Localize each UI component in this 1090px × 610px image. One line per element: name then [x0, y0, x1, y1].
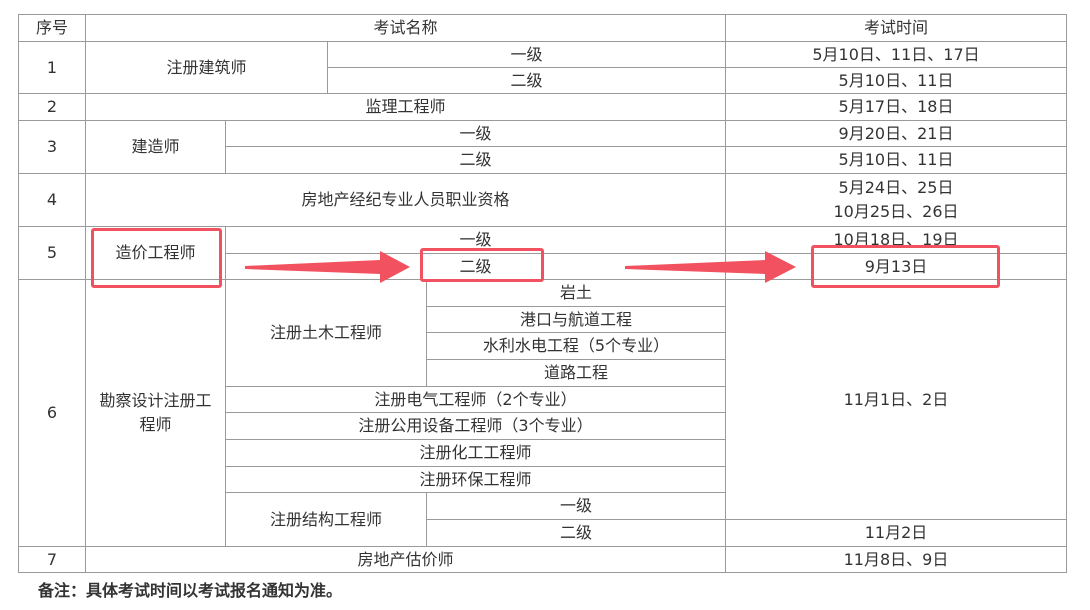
- exam-subname: 注册电气工程师（2个专业）: [374, 389, 577, 409]
- exam-subname-cell: 注册公用设备工程师（3个专业）: [225, 412, 726, 440]
- exam-specialty-cell: 水利水电工程（5个专业）: [426, 332, 726, 360]
- exam-name: 勘察设计注册工程师: [99, 391, 212, 434]
- highlight-box-level-2: [420, 248, 544, 282]
- exam-specialty: 岩土: [559, 283, 592, 302]
- exam-level: 二级: [559, 523, 592, 542]
- exam-time: 10月18日、19日: [833, 230, 959, 249]
- exam-time-cell: 5月24日、25日 10月25日、26日: [725, 173, 1067, 227]
- exam-level-cell: 二级: [327, 67, 726, 94]
- exam-specialty-cell: 岩土: [426, 279, 726, 307]
- row-seq: 4: [46, 190, 58, 209]
- exam-level: 一级: [459, 230, 492, 249]
- exam-time: 10月25日、26日: [833, 202, 959, 221]
- highlight-box-cost-engineer: [91, 228, 222, 288]
- exam-name: 监理工程师: [365, 97, 446, 116]
- row-seq: 6: [46, 403, 58, 422]
- exam-name-cell: 造价工程师: [85, 226, 226, 280]
- exam-time-cell: 10月18日、19日: [725, 226, 1067, 254]
- exam-level-cell: 一级: [426, 492, 726, 520]
- exam-specialty-cell: 港口与航道工程: [426, 306, 726, 333]
- exam-time-cell: 9月20日、21日: [725, 120, 1067, 147]
- exam-time: 9月20日、21日: [838, 123, 954, 143]
- exam-level: 二级: [459, 256, 492, 276]
- exam-time: 11月1日、2日: [843, 389, 949, 409]
- exam-subname-cell: 注册土木工程师: [225, 279, 427, 387]
- exam-time: 5月10日、11日: [838, 150, 954, 169]
- row-seq: 3: [46, 137, 58, 156]
- exam-level: 一级: [459, 123, 492, 143]
- exam-name-cell: 房地产估价师: [85, 546, 726, 573]
- exam-subname: 注册公用设备工程师（3个专业）: [358, 416, 593, 435]
- row-seq: 1: [46, 57, 58, 77]
- header-time: 考试时间: [863, 18, 928, 37]
- header-time-cell: 考试时间: [725, 14, 1067, 42]
- exam-time: 11月2日: [864, 523, 928, 542]
- row-seq-cell: 6: [18, 279, 86, 547]
- exam-time: 11月8日、9日: [843, 549, 949, 569]
- exam-time: 5月10日、11日、17日: [812, 44, 980, 64]
- exam-time-cell: 11月8日、9日: [725, 546, 1067, 573]
- exam-time: 5月17日、18日: [838, 97, 954, 116]
- arrow-right-icon: [245, 251, 410, 283]
- row-seq-cell: 4: [18, 173, 86, 227]
- row-seq: 7: [46, 549, 58, 569]
- header-name: 考试名称: [373, 18, 438, 37]
- exam-time-cell: 5月10日、11日: [725, 146, 1067, 174]
- exam-time: 9月13日: [864, 256, 928, 276]
- highlight-box-date: [811, 245, 1000, 288]
- exam-name: 注册建筑师: [166, 57, 247, 77]
- arrow-right-icon: [625, 251, 796, 283]
- exam-subname-cell: 注册环保工程师: [225, 466, 726, 493]
- row-seq-cell: 5: [18, 226, 86, 280]
- exam-name-cell: 勘察设计注册工程师: [85, 279, 226, 547]
- exam-time-cell: 5月17日、18日: [725, 93, 1067, 121]
- exam-specialty: 道路工程: [543, 363, 608, 382]
- exam-specialty: 港口与航道工程: [519, 309, 632, 329]
- exam-time-cell: 5月10日、11日、17日: [725, 41, 1067, 68]
- exam-level: 一级: [559, 496, 592, 515]
- exam-name-cell: 建造师: [85, 120, 226, 174]
- exam-subname: 注册环保工程师: [419, 469, 532, 489]
- exam-name-cell: 房地产经纪专业人员职业资格: [85, 173, 726, 227]
- exam-subname-cell: 注册电气工程师（2个专业）: [225, 386, 726, 413]
- footnote: 备注：具体考试时间以考试报名通知为准。: [38, 581, 343, 600]
- row-seq-cell: 7: [18, 546, 86, 573]
- row-seq-cell: 3: [18, 120, 86, 174]
- exam-name: 房地产经纪专业人员职业资格: [301, 190, 510, 209]
- header-seq: 序号: [35, 18, 68, 37]
- exam-name: 建造师: [131, 137, 180, 156]
- exam-level: 二级: [510, 70, 543, 90]
- exam-level: 一级: [510, 44, 543, 64]
- exam-subname: 注册土木工程师: [269, 323, 382, 342]
- row-seq: 2: [46, 97, 58, 116]
- exam-time: 5月10日、11日: [838, 70, 954, 90]
- exam-time: 5月24日、25日: [838, 178, 954, 197]
- exam-subname: 注册结构工程师: [269, 509, 382, 529]
- exam-specialty: 水利水电工程（5个专业）: [482, 336, 670, 355]
- row-seq: 5: [46, 243, 58, 262]
- exam-name-cell: 注册建筑师: [85, 41, 328, 94]
- exam-name: 房地产估价师: [357, 549, 454, 569]
- exam-name: 造价工程师: [115, 243, 196, 262]
- exam-time-cell: 11月1日、2日: [725, 279, 1067, 520]
- header-seq-cell: 序号: [18, 14, 86, 42]
- exam-subname: 注册化工工程师: [419, 443, 532, 462]
- exam-level: 二级: [459, 150, 492, 169]
